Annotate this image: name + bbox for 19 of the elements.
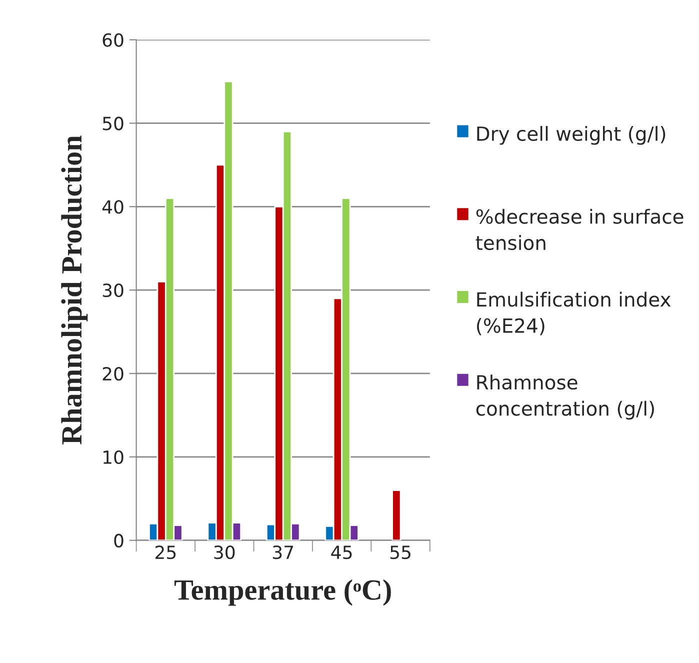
x-tick-label: 55 <box>390 546 410 560</box>
x-tick-label: 37 <box>272 546 294 560</box>
y-tick-label: 20 <box>102 366 124 381</box>
x-tick-label: 30 <box>214 546 235 560</box>
y-tick-label: 50 <box>102 116 124 130</box>
y-tick-label: 10 <box>104 450 124 464</box>
legend-label: Emulsification index (%E24) <box>476 292 671 336</box>
y-tick-label: 0 <box>114 534 124 548</box>
x-tick-label: 25 <box>156 546 176 560</box>
legend-label: %decrease in surface tension <box>476 208 684 250</box>
y-tick-label: 60 <box>102 33 124 47</box>
x-tick-label: 45 <box>331 546 352 560</box>
y-tick-label: 40 <box>102 200 124 214</box>
y-axis-title: Rhamnolipid Production <box>61 136 88 444</box>
legend-label: Dry cell weight (g/l) <box>477 126 666 145</box>
x-axis-title: Temperature (ᵒC) <box>174 579 391 606</box>
legend-label: Rhamnose concentration (g/l) <box>476 374 654 420</box>
bar <box>392 490 402 540</box>
y-tick-label: 30 <box>102 284 124 298</box>
